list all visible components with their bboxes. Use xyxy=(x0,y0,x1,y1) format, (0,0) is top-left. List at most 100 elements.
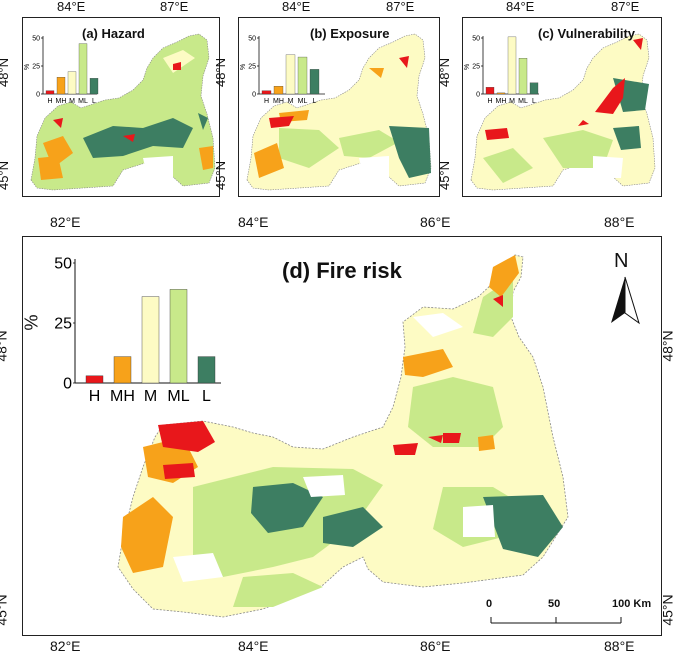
panel-a-bars: 0 25 50% H MH M ML L xyxy=(24,35,99,105)
panel-b-lon-label-1: 84°E xyxy=(282,0,311,14)
main-map xyxy=(117,254,569,618)
panel-c-title: (c) Vulnerability xyxy=(538,26,636,41)
bar-m xyxy=(507,36,517,95)
bar-mh xyxy=(56,77,66,95)
ytick-label: 25 xyxy=(248,63,256,70)
panel-a-lat-label-1: 48°N xyxy=(0,57,12,88)
bar-m xyxy=(67,71,77,95)
bar-h xyxy=(261,90,272,95)
panel-b-map xyxy=(246,33,432,191)
panel-c-lon-label-1: 84°E xyxy=(506,0,535,14)
bar-ml xyxy=(297,56,308,95)
ytick-label: 25 xyxy=(32,63,40,70)
panel-c-lat-label-2: 45°N xyxy=(437,160,453,191)
bar-label-h: H xyxy=(264,98,269,105)
main-lon-label-bottom-1: 82°E xyxy=(50,638,81,654)
bar-l xyxy=(89,78,99,95)
ytick-label: 0 xyxy=(36,91,40,98)
bar-ml xyxy=(518,58,528,95)
bar-ml xyxy=(78,43,88,95)
panel-a-title: (a) Hazard xyxy=(82,26,145,41)
main-lon-label-top-2: 84°E xyxy=(238,214,269,230)
bar-label-m: M xyxy=(509,98,515,105)
bar-h xyxy=(45,90,55,95)
bar-h xyxy=(85,375,104,384)
scale-label-0: 0 xyxy=(486,598,493,610)
bar-label-ml: ML xyxy=(298,98,308,105)
north-label: N xyxy=(614,250,629,272)
panel-b-lat-label-1: 48°N xyxy=(213,57,229,88)
panel-b-lat-label-2: 45°N xyxy=(213,160,229,191)
bar-label-l: L xyxy=(313,98,317,105)
ytick-label: 0 xyxy=(476,91,480,98)
bar-label-l: L xyxy=(532,98,536,105)
panel-a-lat-label-2: 45°N xyxy=(0,160,12,191)
panel-a-lon-label-1: 84°E xyxy=(57,0,86,14)
panel-c-bars: 0 25 50% H MH M ML L xyxy=(464,35,539,105)
bar-label-ml: ML xyxy=(167,388,189,405)
panel-c-frame: 0 25 50% H MH M ML L xyxy=(462,17,662,197)
scale-bar xyxy=(490,617,622,624)
bar-l xyxy=(529,82,539,95)
bar-l xyxy=(197,356,216,384)
ylabel: % xyxy=(24,64,31,70)
main-lon-label-bottom-4: 88°E xyxy=(604,638,635,654)
main-lat-label-left-2: 45°N xyxy=(0,594,10,626)
main-lon-label-top-3: 86°E xyxy=(420,214,451,230)
main-lat-label-right-2: 45°N xyxy=(659,594,676,626)
main-lat-label-right-1: 48°N xyxy=(659,330,676,362)
main-lon-label-bottom-3: 86°E xyxy=(420,638,451,654)
ytick-label: 0 xyxy=(63,375,72,392)
bar-label-h: H xyxy=(89,388,101,405)
north-arrow-icon xyxy=(611,276,640,325)
main-ylabel: % xyxy=(21,314,42,331)
scale-label-100: 100 Km xyxy=(612,598,652,610)
panel-a-frame: 0 25 50% H MH M ML L xyxy=(22,17,220,197)
panel-b-lon-label-2: 87°E xyxy=(386,0,415,14)
main-lon-label-bottom-2: 84°E xyxy=(238,638,269,654)
panel-c-map xyxy=(470,33,656,191)
panel-b-bars: 0 25 50% H MH M ML L xyxy=(240,35,325,105)
ytick-label: 50 xyxy=(32,35,40,42)
bar-m xyxy=(285,54,296,95)
bar-label-h: H xyxy=(487,98,492,105)
bar-label-mh: MH xyxy=(273,98,284,105)
bar-mh xyxy=(113,356,132,384)
bar-label-l: L xyxy=(92,98,96,105)
scale-label-50: 50 xyxy=(548,598,561,610)
ylabel: % xyxy=(464,64,471,70)
bar-l xyxy=(309,69,320,95)
bar-m xyxy=(141,296,160,384)
panel-a-lon-label-2: 87°E xyxy=(160,0,189,14)
panel-a-map xyxy=(30,33,216,191)
ytick-label: 50 xyxy=(472,35,480,42)
ytick-label: 50 xyxy=(54,255,72,272)
bar-mh xyxy=(273,86,284,95)
main-map-frame: 0 25 50 H MH M ML L xyxy=(22,236,662,636)
ytick-label: 50 xyxy=(248,35,256,42)
bar-label-m: M xyxy=(69,98,75,105)
main-lon-label-top-4: 88°E xyxy=(604,214,635,230)
ytick-label: 25 xyxy=(472,63,480,70)
ylabel: % xyxy=(240,64,247,70)
ytick-label: 25 xyxy=(54,315,72,332)
bar-label-m: M xyxy=(144,388,157,405)
bar-label-ml: ML xyxy=(78,98,88,105)
main-bars: 0 25 50 H MH M ML L xyxy=(54,255,221,405)
bar-label-mh: MH xyxy=(496,98,507,105)
bar-label-m: M xyxy=(288,98,294,105)
bar-label-mh: MH xyxy=(110,388,135,405)
bar-label-ml: ML xyxy=(518,98,528,105)
bar-ml xyxy=(169,289,188,384)
panel-b-frame: 0 25 50% H MH M ML L xyxy=(238,17,440,197)
ytick-label: 0 xyxy=(252,91,256,98)
panel-c-lat-label-1: 48°N xyxy=(437,57,453,88)
panel-c-lon-label-2: 87°E xyxy=(611,0,640,14)
panel-b-title: (b) Exposure xyxy=(310,26,390,41)
bar-mh xyxy=(496,92,506,95)
bar-label-mh: MH xyxy=(56,98,67,105)
bar-label-h: H xyxy=(47,98,52,105)
bar-h xyxy=(485,87,495,95)
main-lat-label-left-1: 48°N xyxy=(0,330,10,362)
bar-label-l: L xyxy=(202,388,211,405)
